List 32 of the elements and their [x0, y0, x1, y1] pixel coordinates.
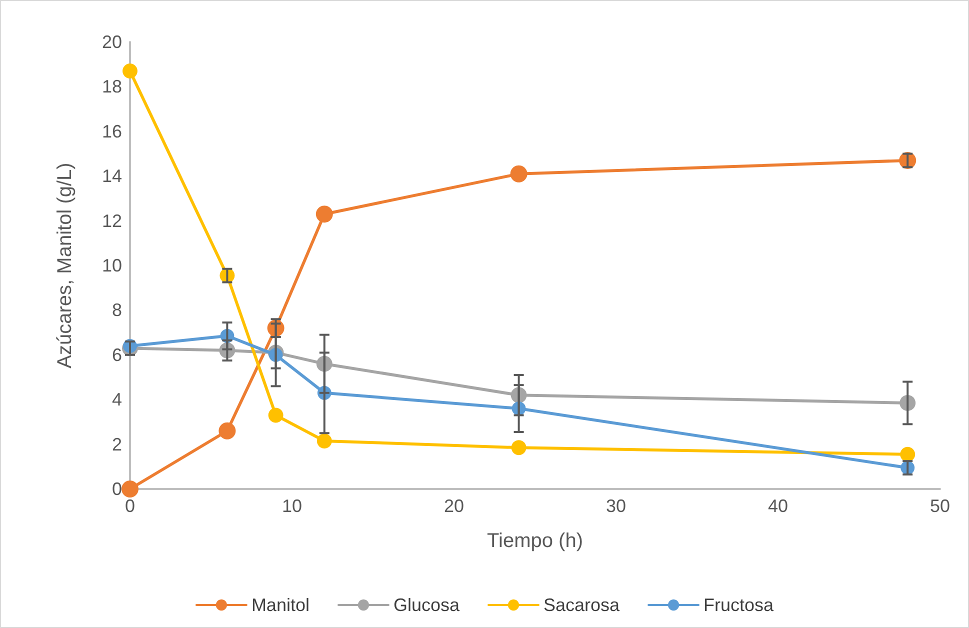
- y-tick-label: 18: [102, 76, 122, 97]
- y-tick-label: 12: [102, 210, 122, 231]
- point: [316, 433, 332, 448]
- y-tick-label: 16: [102, 121, 122, 142]
- x-tick-label: 10: [282, 496, 302, 516]
- y-tick-label: 8: [112, 300, 122, 320]
- y-tick-label: 4: [112, 390, 122, 410]
- legend-label: Manitol: [251, 595, 310, 615]
- x-tick-label: 50: [930, 496, 950, 516]
- y-tick-label: 2: [112, 434, 122, 454]
- x-tick-label: 20: [444, 496, 464, 516]
- point: [268, 408, 284, 423]
- point: [316, 206, 333, 223]
- x-axis-title: Tiempo (h): [487, 530, 583, 552]
- y-axis-title: Azúcares, Manitol (g/L): [54, 162, 76, 368]
- point: [122, 480, 138, 498]
- y-tick-label: 0: [112, 479, 122, 499]
- legend-label: Glucosa: [393, 595, 460, 615]
- point: [511, 440, 526, 456]
- x-tick-label: 30: [606, 496, 626, 516]
- point: [510, 165, 528, 182]
- legend-label: Fructosa: [704, 595, 775, 615]
- y-tick-label: 10: [102, 256, 122, 276]
- y-tick-label: 6: [112, 344, 122, 365]
- x-tick-label: 40: [768, 496, 788, 516]
- y-tick-label: 14: [102, 166, 122, 186]
- point: [122, 64, 138, 79]
- point: [900, 446, 916, 462]
- x-tick-label: 0: [124, 496, 136, 516]
- legend-label: Sacarosa: [543, 595, 621, 615]
- point: [218, 422, 236, 440]
- y-tick-label: 20: [102, 32, 122, 52]
